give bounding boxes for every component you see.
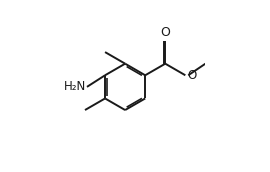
Text: O: O	[160, 26, 170, 39]
Text: O: O	[187, 69, 196, 82]
Text: H₂N: H₂N	[64, 80, 86, 93]
